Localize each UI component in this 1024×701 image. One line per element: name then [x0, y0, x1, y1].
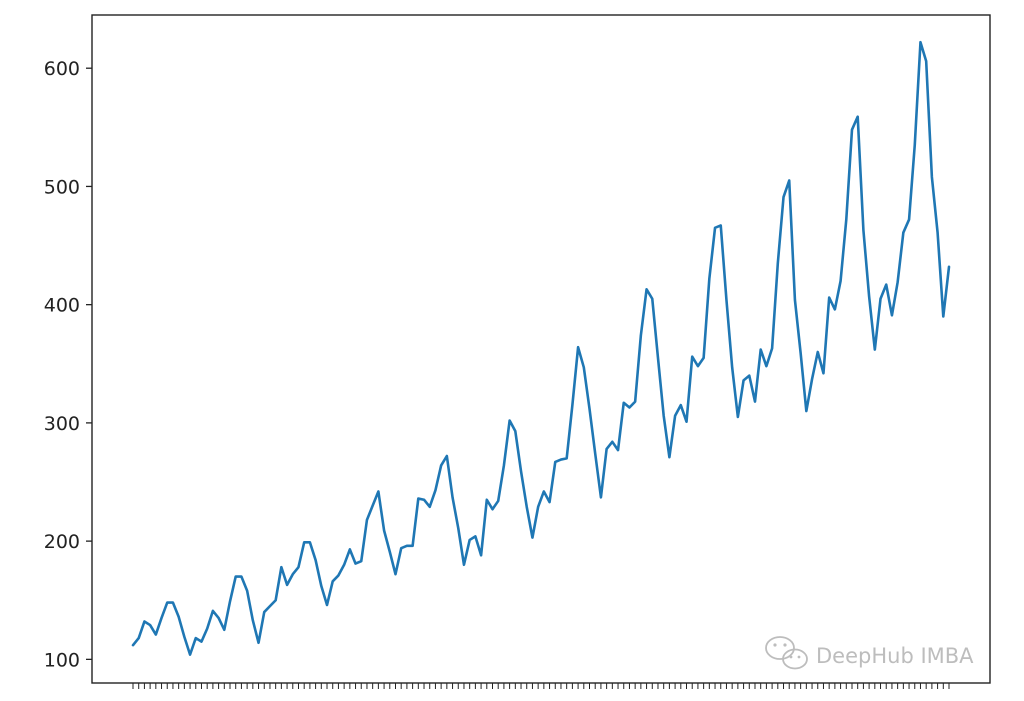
wechat-icon: [765, 636, 808, 670]
y-axis: 100 200 300 400 500 600: [44, 58, 92, 671]
watermark-text: DeepHub IMBA: [816, 644, 974, 668]
plot-area: [91, 14, 991, 684]
watermark: DeepHub IMBA: [765, 636, 974, 670]
x-axis: [132, 683, 950, 689]
series-line: [131, 40, 951, 656]
y-tick-label: 500: [44, 176, 80, 198]
y-tick-label: 400: [44, 295, 80, 317]
y-tick-label: 600: [44, 58, 80, 80]
y-tick-label: 300: [44, 413, 80, 435]
y-tick-label: 100: [44, 649, 80, 671]
y-tick-label: 200: [44, 531, 80, 553]
